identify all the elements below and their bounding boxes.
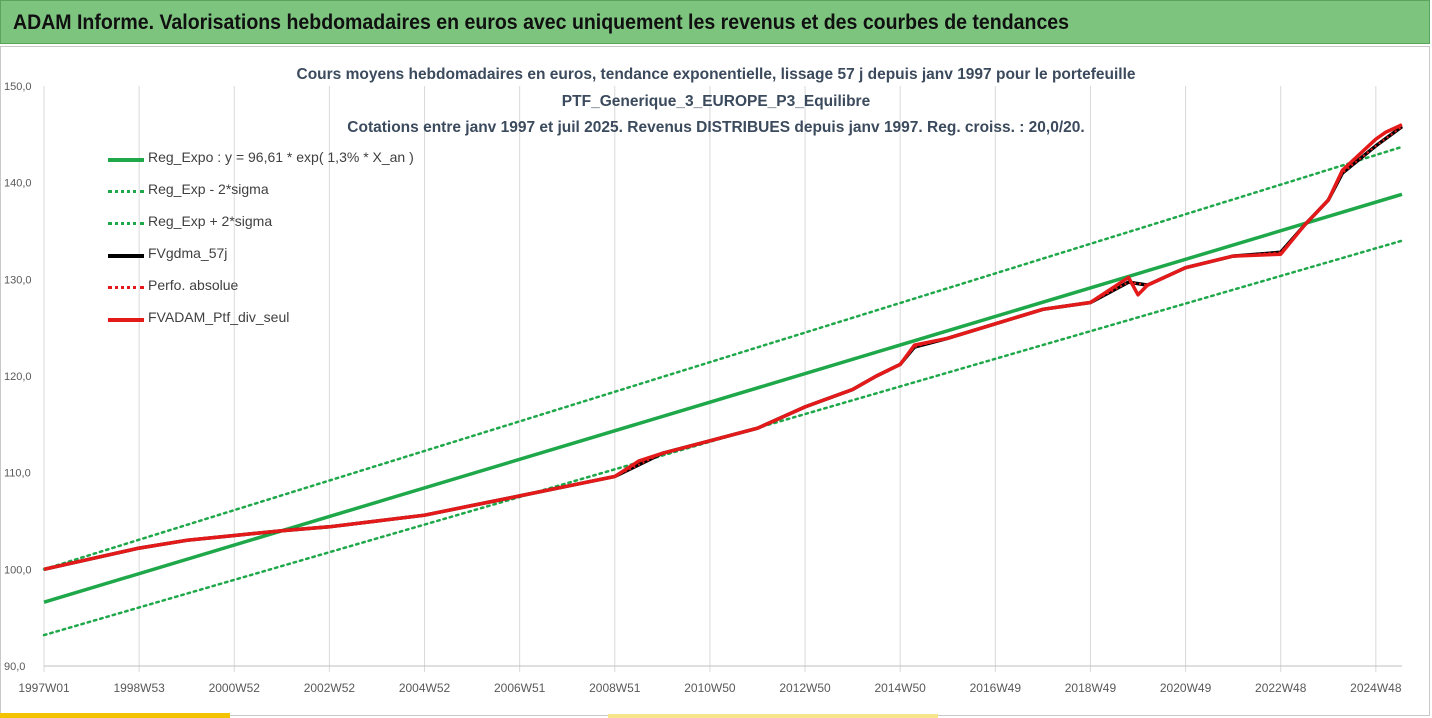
x-tick-label: 2008W51 [589, 681, 641, 695]
y-tick-label: 150,0 [4, 81, 32, 93]
legend-label-reg-exp-plus: Reg_Exp + 2*sigma [148, 213, 273, 229]
y-axis: 150,0 140,0 130,0 120,0 110,0 100,0 90,0 [4, 81, 32, 673]
header-banner: ADAM Informe. Valorisations hebdomadaire… [0, 0, 1430, 44]
x-tick-label: 2018W49 [1065, 681, 1117, 695]
chart-series [42, 123, 1404, 637]
x-tick-label: 2024W48 [1350, 681, 1402, 695]
x-tick-label: 2022W48 [1255, 681, 1307, 695]
x-tick-label: 2020W49 [1160, 681, 1212, 695]
bottom-accent-bar-secondary [608, 714, 938, 718]
y-tick-label: 100,0 [4, 564, 32, 576]
x-tick-label: 2004W52 [399, 681, 451, 695]
series-line-dotted-green [42, 145, 1404, 571]
x-tick-label: 2016W49 [970, 681, 1022, 695]
y-tick-label: 120,0 [4, 371, 32, 383]
chart-title-line-1: Cours moyens hebdomadaires en euros, ten… [296, 66, 1136, 83]
legend-swatch-fvgdma [108, 254, 144, 258]
x-tick-label: 2006W51 [494, 681, 546, 695]
chart-area [0, 46, 1430, 716]
x-tick-label: 2010W50 [684, 681, 736, 695]
legend-label-fvadam: FVADAM_Ptf_div_seul [148, 309, 290, 325]
legend-swatch-reg-exp-minus [108, 190, 144, 193]
y-tick-label: 130,0 [4, 274, 32, 286]
header-title: ADAM Informe. Valorisations hebdomadaire… [13, 11, 1070, 34]
legend-swatch-reg-exp-plus [108, 222, 144, 225]
legend-swatch-fvadam [108, 318, 144, 322]
x-tick-label: 2000W52 [209, 681, 261, 695]
legend-swatch-perfo-absolue [108, 286, 144, 289]
y-tick-label: 90,0 [4, 661, 25, 673]
x-tick-label: 2012W50 [779, 681, 831, 695]
legend-label-fvgdma: FVgdma_57j [148, 245, 228, 261]
x-axis: 1997W01 1998W53 2000W52 2002W52 2004W52 2006W… [18, 665, 1402, 695]
x-tick-label: 2014W50 [874, 681, 926, 695]
legend-label-reg-expo: Reg_Expo : y = 96,61 * exp( 1,3% * X_an … [148, 149, 414, 165]
legend-label-reg-exp-minus: Reg_Exp - 2*sigma [148, 181, 269, 197]
x-tick-label: 1997W01 [18, 681, 70, 695]
bottom-accent-bar [0, 713, 230, 718]
x-tick-label: 2002W52 [304, 681, 356, 695]
legend-label-perfo-absolue: Perfo. absolue [148, 277, 239, 293]
chart-title-line-3: Cotations entre janv 1997 et juil 2025. … [347, 119, 1085, 136]
series-line-solid-green [43, 192, 1403, 604]
series-line-solid-red [43, 123, 1403, 572]
legend-swatch-reg-expo [108, 158, 144, 162]
y-tick-label: 110,0 [4, 468, 31, 480]
chart-gridlines [43, 86, 1377, 672]
series-line-dotted-green [42, 239, 1404, 637]
x-tick-label: 1998W53 [113, 681, 165, 695]
y-tick-label: 140,0 [4, 178, 32, 190]
chart-title-line-2: PTF_Generique_3_EUROPE_P3_Equilibre [561, 93, 871, 110]
